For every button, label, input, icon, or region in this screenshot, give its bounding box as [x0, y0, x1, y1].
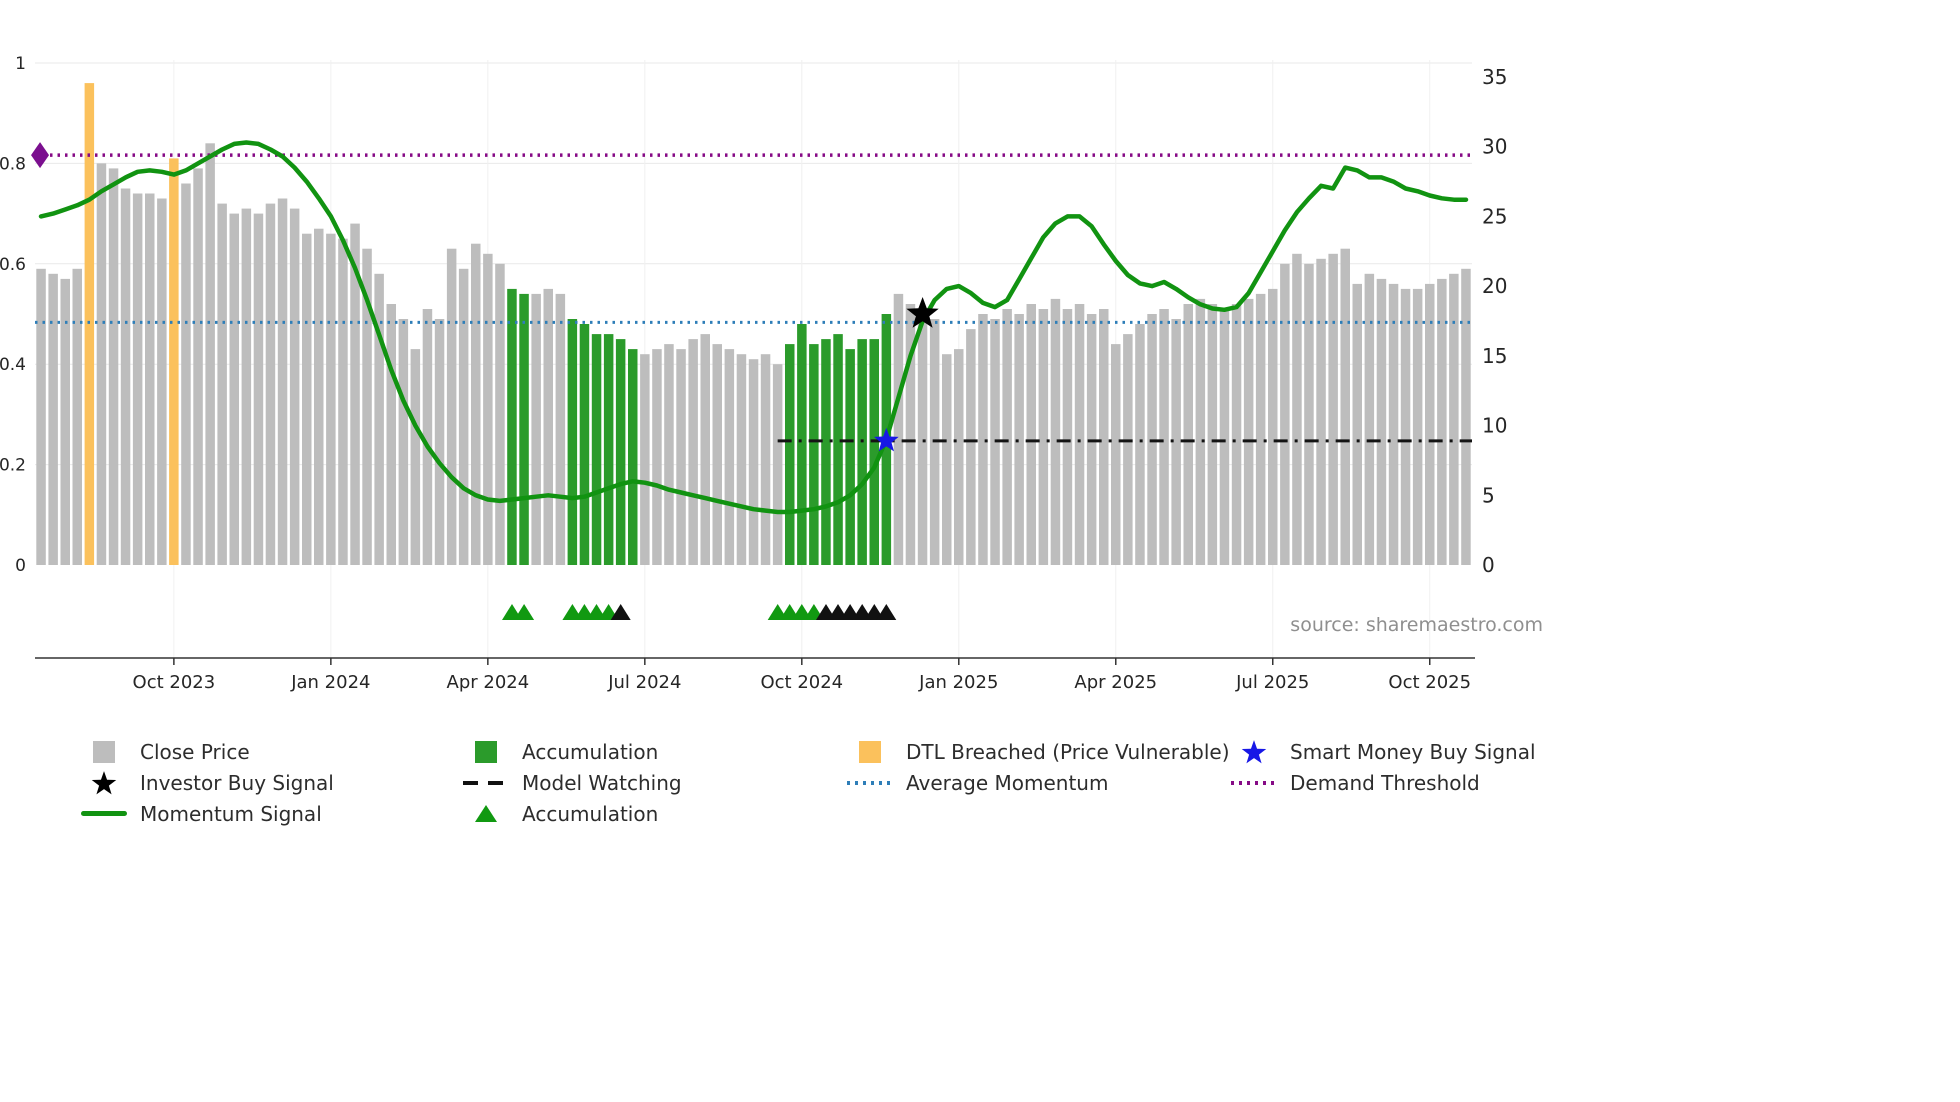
legend-column-2: Accumulation Model Watching Accumulation	[462, 736, 846, 829]
left-tick-label: 1	[15, 54, 26, 74]
accumulation-triangle-marker	[514, 604, 535, 620]
accumulation-triangle-row	[502, 604, 897, 620]
x-axis: Oct 2023 Jan 2024 Apr 2024 Jul 2024 Oct 2024…	[35, 657, 1475, 693]
x-tick-label: Jan 2024	[290, 672, 370, 693]
legend-item-accumulation-bar: Accumulation	[462, 736, 846, 767]
blue-star-icon	[1230, 738, 1278, 766]
legend-label: Investor Buy Signal	[140, 770, 334, 795]
legend-item-investor-buy-signal: Investor Buy Signal	[80, 767, 462, 798]
right-tick-label: 20	[1482, 274, 1507, 298]
right-tick-label: 35	[1482, 65, 1507, 89]
black-dashed-line-icon	[462, 780, 510, 785]
close-price-swatch-icon	[80, 740, 128, 763]
right-tick-label: 25	[1482, 204, 1507, 228]
legend-item-accumulation-triangle: Accumulation	[462, 798, 846, 829]
legend-column-4: Smart Money Buy Signal Demand Threshold	[1230, 736, 1536, 829]
legend-label: Demand Threshold	[1290, 770, 1480, 795]
demand-threshold-diamond	[31, 142, 50, 169]
blue-dotted-line-icon	[846, 780, 894, 785]
right-tick-label: 10	[1482, 414, 1507, 438]
left-tick-label: 0.4	[0, 355, 26, 375]
right-y-axis: 0 5 10 15 20 25 30 35	[1482, 65, 1507, 577]
legend-label: Accumulation	[522, 801, 659, 826]
right-tick-label: 15	[1482, 344, 1507, 368]
x-tick-label: Apr 2025	[1074, 672, 1157, 693]
legend-item-demand-threshold: Demand Threshold	[1230, 767, 1536, 798]
legend-label: Close Price	[140, 739, 250, 764]
smart-money-buy-signal-star	[874, 427, 899, 452]
legend-label: Smart Money Buy Signal	[1290, 739, 1536, 764]
left-tick-label: 0.8	[0, 154, 26, 174]
green-line-icon	[80, 811, 128, 816]
legend-label: DTL Breached (Price Vulnerable)	[906, 739, 1230, 764]
chart-legend: Close Price Investor Buy Signal Momentum…	[80, 736, 1960, 829]
investor-buy-signal-star	[906, 297, 939, 328]
purple-dotted-line-icon	[1230, 780, 1278, 785]
green-triangle-icon	[462, 805, 510, 822]
left-tick-label: 0	[15, 556, 26, 576]
price-momentum-chart: Oct 2023 Jan 2024 Apr 2024 Jul 2024 Oct 2024…	[0, 54, 1507, 693]
close-price-bars	[36, 83, 1471, 566]
x-tick-label: Jan 2025	[918, 672, 998, 693]
legend-item-model-watching: Model Watching	[462, 767, 846, 798]
black-star-icon	[80, 769, 128, 797]
accumulation-triangle-marker	[610, 604, 631, 620]
legend-column-1: Close Price Investor Buy Signal Momentum…	[80, 736, 462, 829]
x-tick-label: Oct 2025	[1388, 672, 1471, 693]
legend-label: Average Momentum	[906, 770, 1109, 795]
legend-item-dtl-breached: DTL Breached (Price Vulnerable)	[846, 736, 1230, 767]
x-tick-label: Jul 2025	[1235, 672, 1309, 693]
accumulation-swatch-icon	[462, 740, 510, 763]
momentum-signal-line	[38, 140, 1469, 515]
legend-item-average-momentum: Average Momentum	[846, 767, 1230, 798]
legend-label: Accumulation	[522, 739, 659, 764]
legend-label: Model Watching	[522, 770, 682, 795]
x-tick-label: Apr 2024	[447, 672, 530, 693]
legend-item-close-price: Close Price	[80, 736, 462, 767]
right-tick-label: 30	[1482, 135, 1507, 159]
accumulation-triangle-marker	[876, 604, 897, 620]
x-tick-label: Oct 2024	[760, 672, 843, 693]
x-tick-label: Oct 2023	[133, 672, 216, 693]
left-tick-label: 0.6	[0, 255, 26, 275]
left-tick-label: 0.2	[0, 456, 26, 476]
right-tick-label: 5	[1482, 483, 1495, 507]
x-tick-label: Jul 2024	[607, 672, 681, 693]
legend-column-3: DTL Breached (Price Vulnerable) Average …	[846, 736, 1230, 829]
left-y-axis: 0 0.2 0.4 0.6 0.8 1	[0, 54, 26, 576]
right-tick-label: 0	[1482, 553, 1495, 577]
dtl-breached-swatch-icon	[846, 740, 894, 763]
legend-item-momentum-signal: Momentum Signal	[80, 798, 462, 829]
legend-label: Momentum Signal	[140, 801, 322, 826]
legend-item-smart-money-buy-signal: Smart Money Buy Signal	[1230, 736, 1536, 767]
